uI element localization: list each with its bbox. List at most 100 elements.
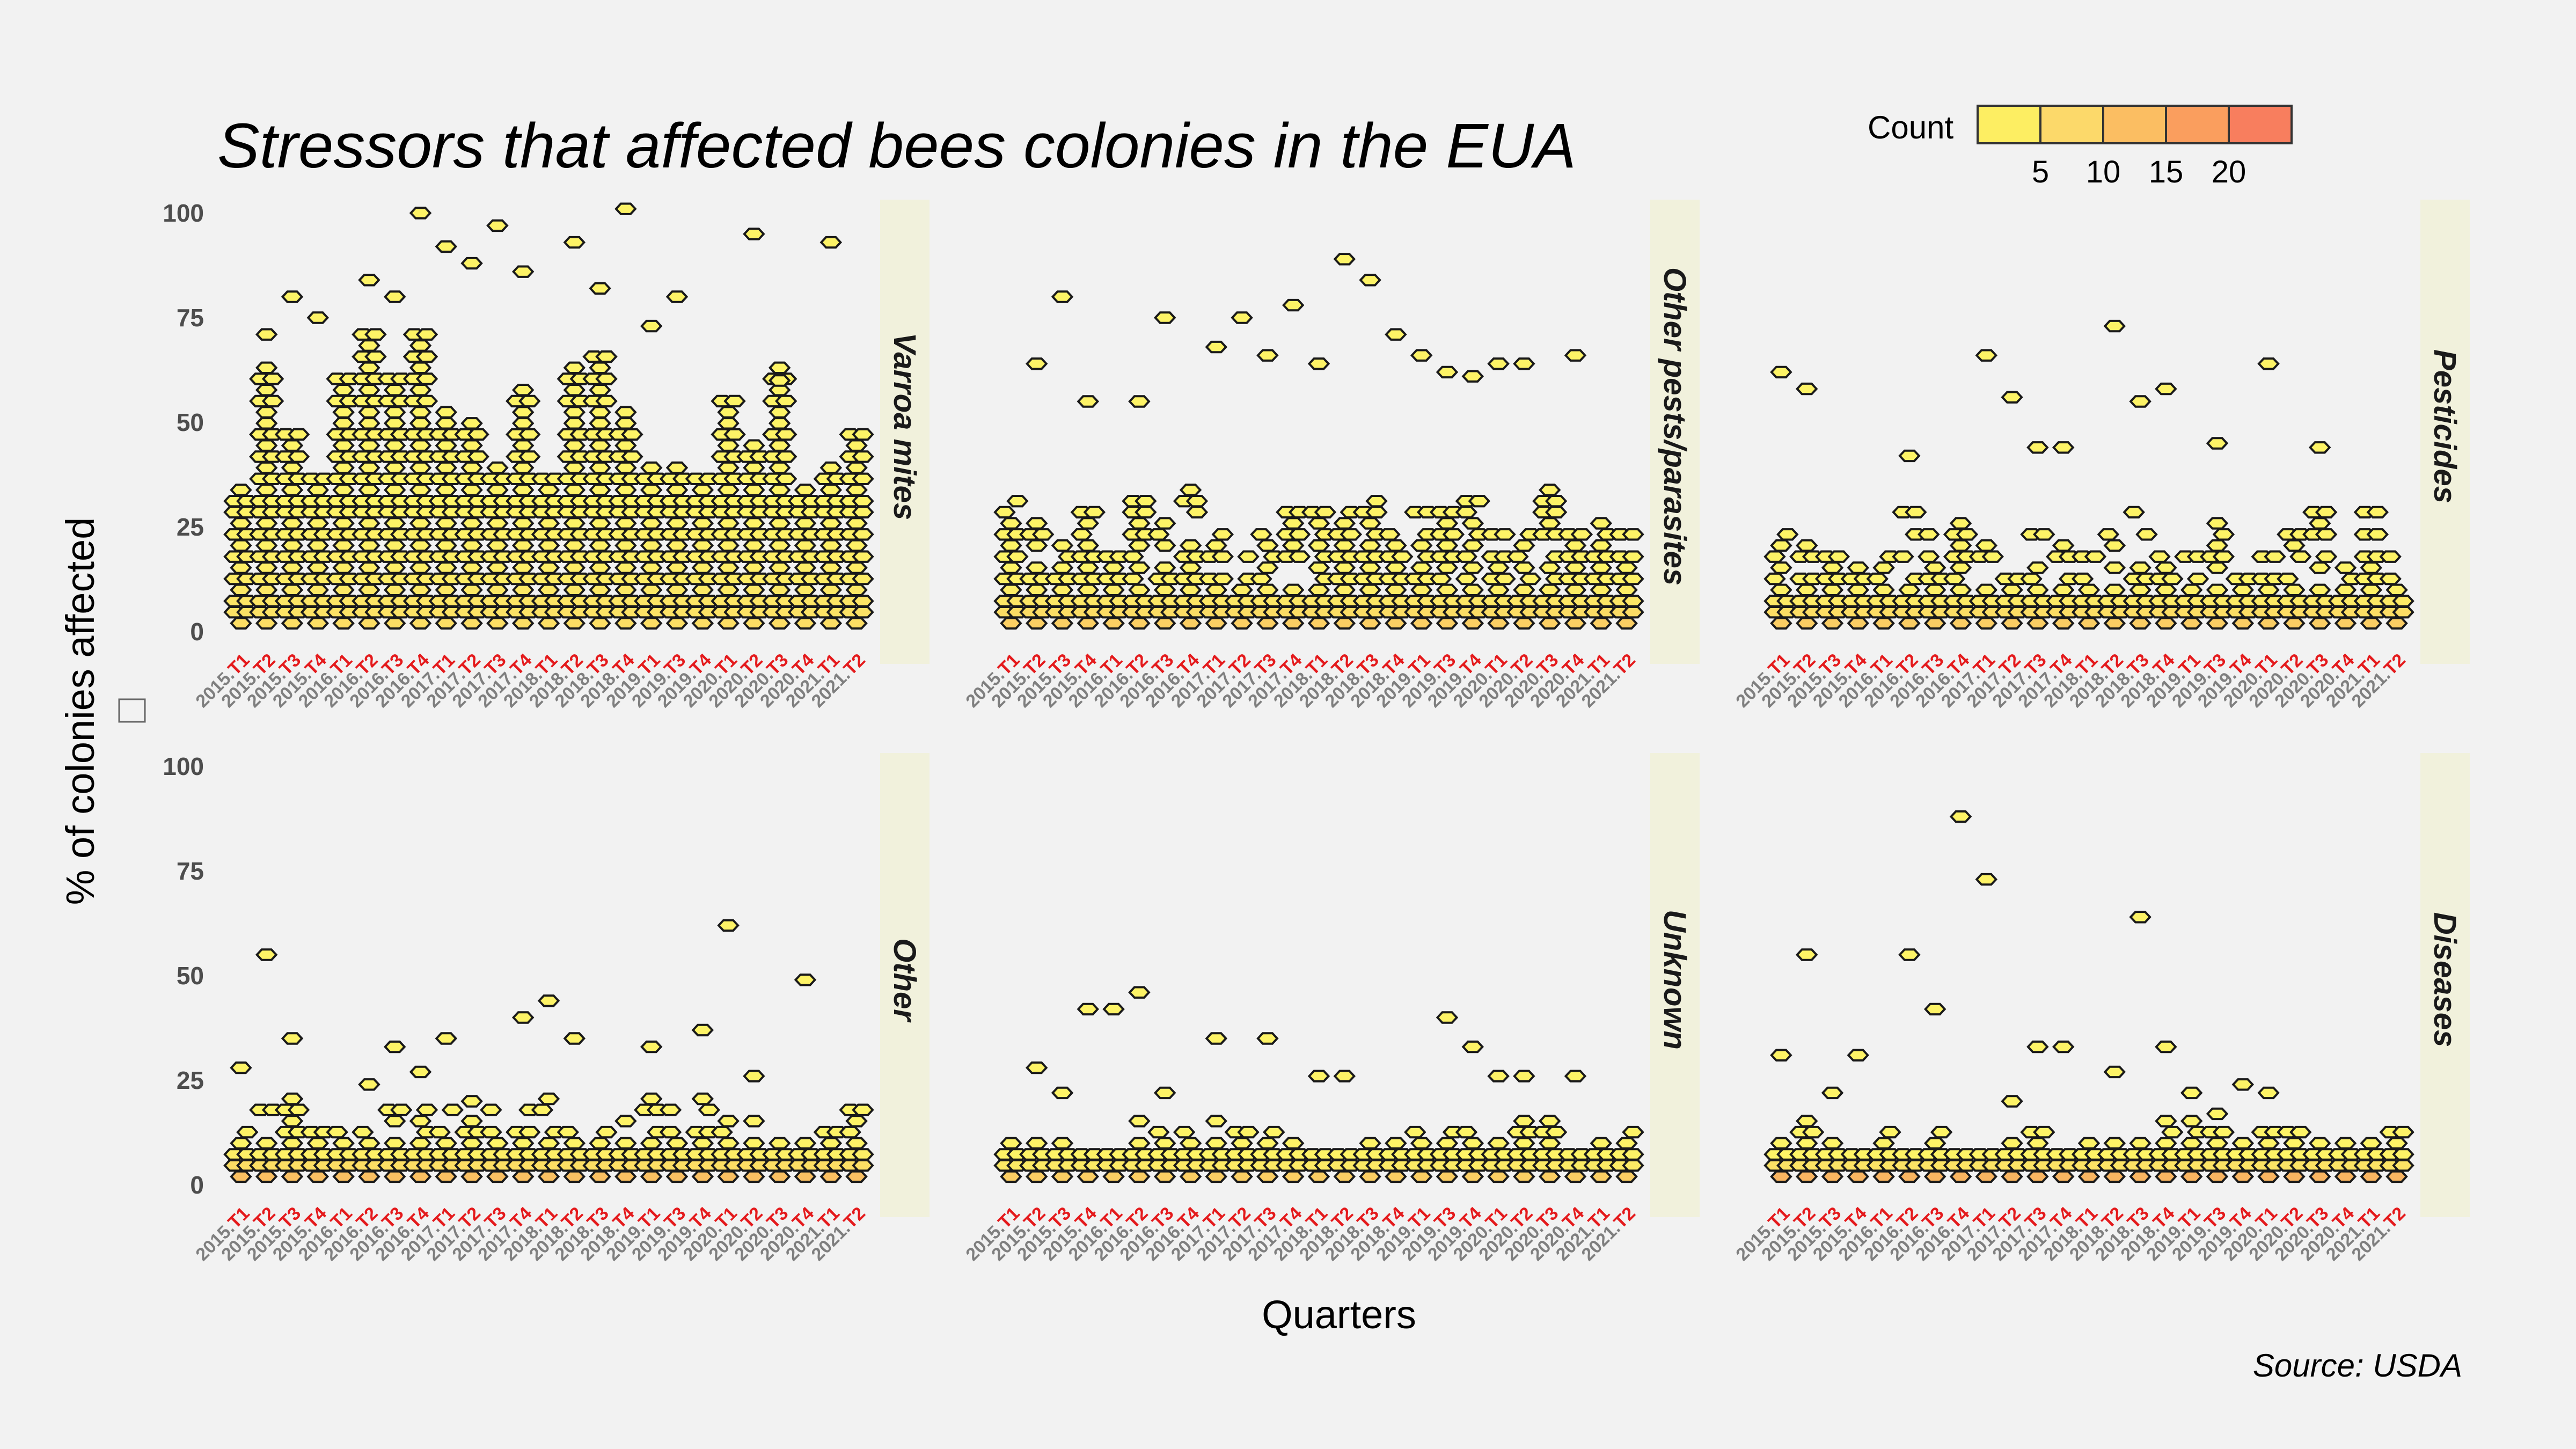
hex-bin-outlier bbox=[255, 948, 278, 961]
hex-bin bbox=[1513, 1170, 1535, 1183]
hex-bin bbox=[1513, 617, 1535, 630]
hex-bin bbox=[1590, 561, 1613, 574]
hex-bin bbox=[531, 1103, 554, 1116]
hex-bin bbox=[1949, 561, 1972, 574]
hex-bins bbox=[223, 202, 874, 630]
hex-bin bbox=[1359, 517, 1381, 530]
hex-bin bbox=[2212, 550, 2235, 563]
hex-bin bbox=[1802, 1125, 1825, 1139]
hex-bin-outlier bbox=[1077, 395, 1100, 408]
hex-bin bbox=[2180, 583, 2203, 596]
hex-bin bbox=[1333, 561, 1356, 574]
hex-bin-outlier bbox=[2206, 1107, 2229, 1121]
hex-bin bbox=[2155, 1115, 2177, 1128]
hex-bin bbox=[1333, 617, 1356, 630]
hex-bin bbox=[358, 517, 380, 530]
hex-bin-outlier bbox=[1770, 1049, 1792, 1062]
legend-label: 15 bbox=[2149, 155, 2184, 189]
hex-bin bbox=[1461, 539, 1484, 552]
hex-bin-outlier bbox=[511, 1011, 535, 1024]
hex-bin bbox=[794, 1137, 817, 1150]
hex-bin bbox=[1410, 583, 1433, 596]
hex-bin bbox=[2155, 1137, 2177, 1150]
hex-bin bbox=[691, 484, 714, 496]
facet-strip bbox=[880, 753, 930, 1217]
hex-bin bbox=[2129, 1137, 2151, 1150]
hex-bin bbox=[794, 617, 817, 630]
hex-bin bbox=[1538, 561, 1561, 574]
hex-bin-outlier bbox=[1051, 290, 1074, 303]
hex-bin-outlier bbox=[2308, 441, 2331, 454]
hex-bin bbox=[1031, 528, 1055, 541]
hex-bin-outlier bbox=[1975, 349, 1998, 362]
hex-bin bbox=[486, 539, 509, 552]
hex-bin bbox=[1821, 561, 1844, 574]
hex-bin bbox=[2001, 1170, 2023, 1183]
hex-bin bbox=[1025, 617, 1048, 630]
hex-bin bbox=[1847, 617, 1870, 630]
hex-bin bbox=[287, 428, 310, 441]
hex-bin bbox=[1077, 583, 1100, 596]
hex-bin bbox=[1923, 561, 1946, 574]
hex-bin bbox=[2148, 550, 2171, 563]
hex-bin bbox=[415, 372, 438, 385]
hex-bin bbox=[1763, 572, 1786, 586]
hex-bin bbox=[435, 439, 458, 452]
hex-bin bbox=[1770, 1170, 1792, 1183]
hex-bin bbox=[2308, 1137, 2331, 1150]
hex-bin bbox=[2360, 1137, 2383, 1150]
hex-bin bbox=[486, 583, 509, 596]
hex-bin bbox=[415, 350, 438, 363]
hex-bin bbox=[1391, 550, 1414, 563]
hex-bin bbox=[768, 539, 791, 552]
hex-bin bbox=[621, 428, 643, 441]
hex-bin bbox=[743, 1115, 765, 1128]
hex-bin bbox=[409, 617, 432, 630]
hex-bin bbox=[1025, 517, 1048, 530]
hex-bin bbox=[2334, 617, 2357, 630]
hex-bin bbox=[563, 417, 586, 430]
hex-bin bbox=[435, 461, 458, 474]
hex-bin bbox=[537, 1092, 560, 1106]
hex-bin bbox=[261, 372, 284, 385]
hex-bin bbox=[1795, 1170, 1818, 1183]
hex-bin-outlier bbox=[1436, 1011, 1459, 1024]
hex-bin bbox=[743, 461, 765, 474]
hex-bin bbox=[852, 506, 874, 519]
hex-bin bbox=[563, 583, 586, 596]
hex-bin bbox=[1256, 561, 1279, 574]
hex-bin bbox=[1975, 539, 1998, 552]
y-tick-label: 0 bbox=[190, 1171, 204, 1199]
hex-bin bbox=[2180, 1137, 2203, 1150]
hex-bin bbox=[2077, 1170, 2101, 1183]
hex-bin-outlier bbox=[255, 328, 278, 341]
hex-bin bbox=[2379, 572, 2402, 586]
facet-label: Diseases bbox=[2427, 912, 2462, 1048]
hex-bin-outlier bbox=[1153, 311, 1176, 324]
hex-bin bbox=[774, 450, 797, 463]
hex-bin bbox=[1622, 595, 1644, 608]
hex-bin bbox=[691, 517, 714, 530]
hex-bin bbox=[383, 439, 406, 452]
hex-bin bbox=[2161, 572, 2184, 586]
hex-bin bbox=[332, 561, 355, 574]
hex-bin bbox=[255, 583, 278, 596]
hex-bin bbox=[589, 1170, 611, 1183]
hex-bin bbox=[614, 439, 637, 452]
hex-bin bbox=[665, 461, 689, 474]
hex-bin bbox=[358, 1170, 380, 1183]
hex-bin bbox=[1455, 1125, 1478, 1139]
hex-bin bbox=[1930, 1125, 1953, 1139]
hex-bin bbox=[511, 406, 535, 419]
hex-bin bbox=[2033, 528, 2055, 541]
hex-bin bbox=[332, 384, 355, 397]
hex-bin bbox=[1359, 1137, 1381, 1150]
hex-bin bbox=[1506, 550, 1529, 563]
hex-bin-outlier bbox=[2103, 1065, 2126, 1079]
hex-bin bbox=[383, 539, 406, 552]
hex-bin bbox=[1179, 617, 1202, 630]
legend: Count 5 10 15 20 bbox=[1868, 105, 2293, 189]
y-tick-label: 50 bbox=[177, 962, 204, 990]
hex-bin bbox=[1231, 583, 1253, 596]
legend-swatch bbox=[2165, 105, 2230, 144]
